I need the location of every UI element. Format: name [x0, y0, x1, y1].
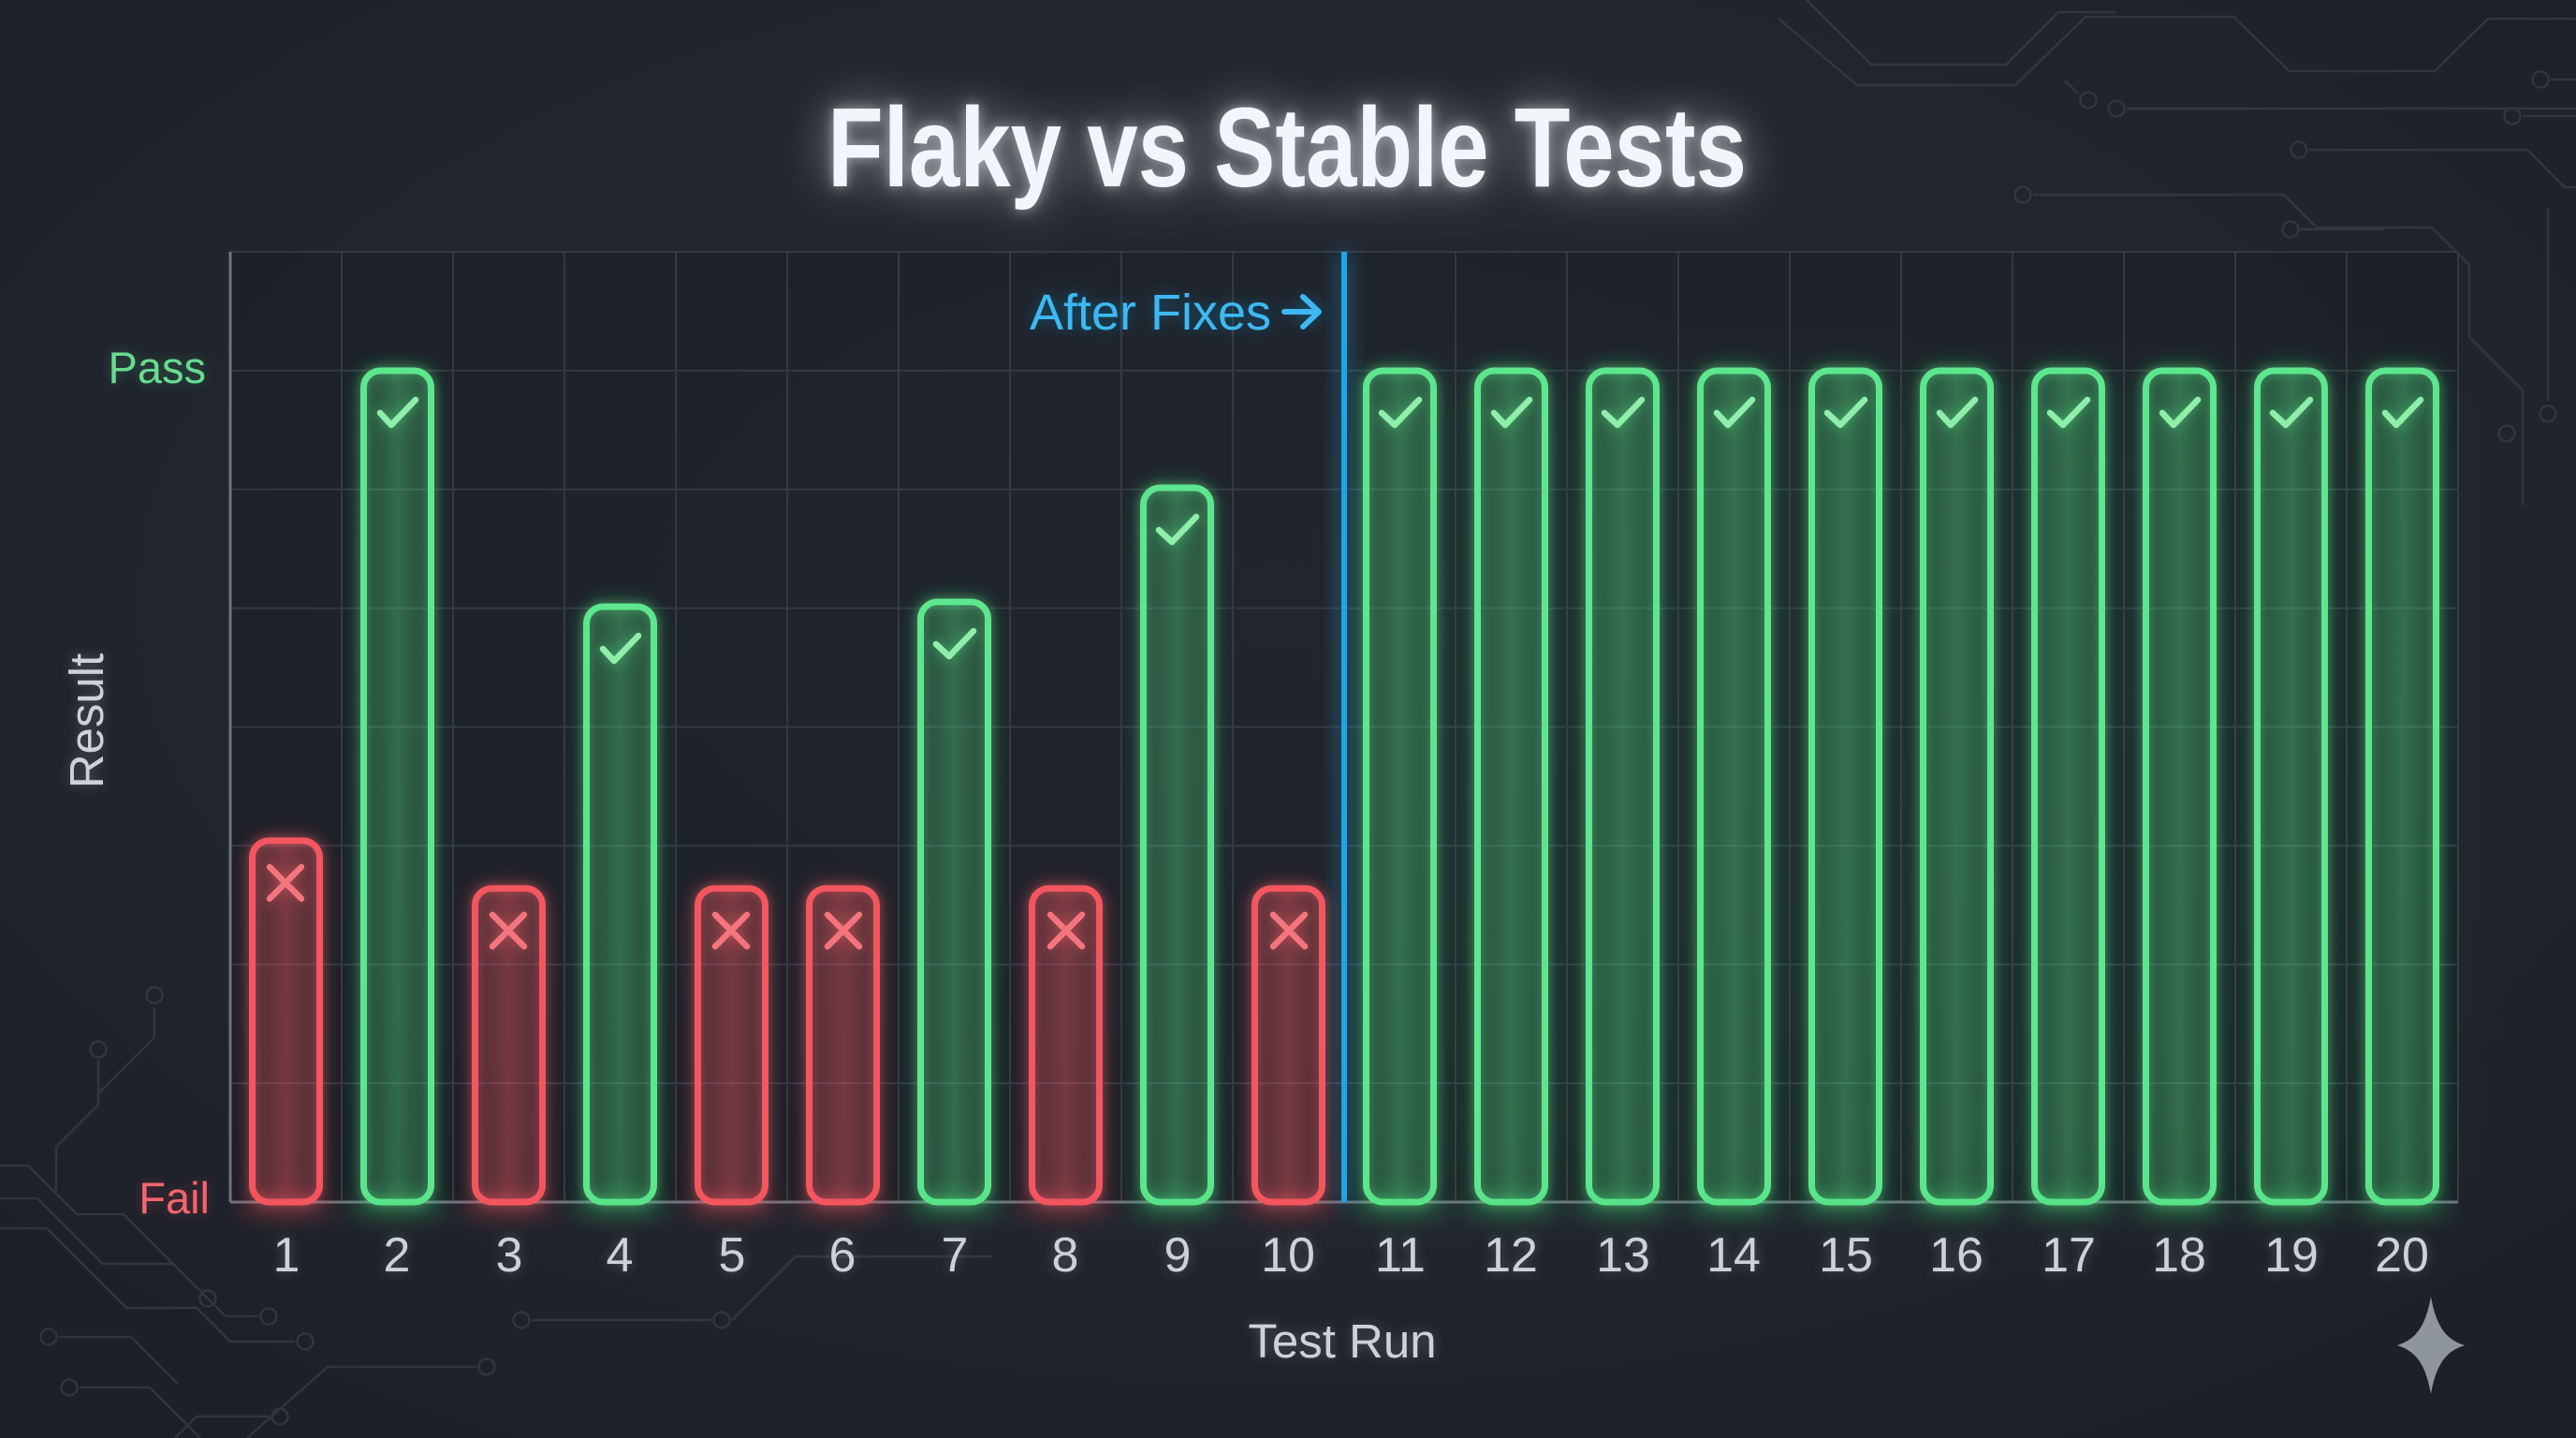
svg-text:20: 20	[2375, 1228, 2429, 1283]
svg-text:19: 19	[2264, 1228, 2319, 1283]
svg-text:12: 12	[1484, 1228, 1538, 1283]
svg-text:5: 5	[719, 1228, 746, 1283]
svg-text:Test Run: Test Run	[1248, 1314, 1436, 1368]
svg-text:3: 3	[496, 1228, 523, 1283]
svg-text:Pass: Pass	[109, 343, 207, 392]
svg-text:18: 18	[2152, 1228, 2206, 1283]
svg-text:6: 6	[829, 1228, 856, 1283]
svg-text:7: 7	[942, 1228, 969, 1283]
svg-text:Result: Result	[60, 653, 113, 789]
svg-text:4: 4	[607, 1228, 634, 1283]
svg-text:9: 9	[1164, 1228, 1192, 1283]
svg-text:After Fixes: After Fixes	[1030, 285, 1271, 341]
svg-text:13: 13	[1596, 1228, 1650, 1283]
svg-text:8: 8	[1052, 1228, 1079, 1283]
svg-text:11: 11	[1375, 1228, 1426, 1283]
svg-text:15: 15	[1819, 1228, 1873, 1283]
svg-text:16: 16	[1929, 1228, 1983, 1283]
svg-text:17: 17	[2042, 1228, 2096, 1283]
svg-text:Flaky vs Stable Tests: Flaky vs Stable Tests	[827, 83, 1747, 211]
svg-text:1: 1	[273, 1228, 300, 1283]
svg-text:14: 14	[1706, 1228, 1761, 1283]
svg-text:2: 2	[384, 1228, 411, 1283]
svg-text:10: 10	[1261, 1228, 1315, 1283]
svg-text:Fail: Fail	[139, 1173, 210, 1223]
